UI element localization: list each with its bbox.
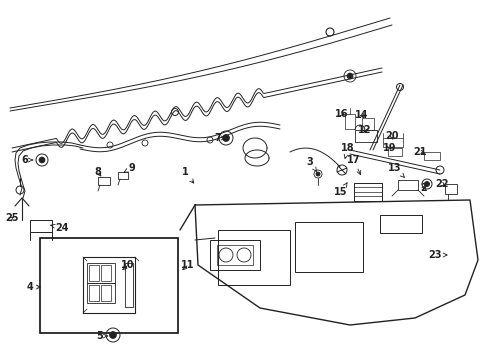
- Bar: [424, 152, 440, 160]
- Text: 3: 3: [307, 157, 317, 171]
- Text: 21: 21: [413, 147, 427, 157]
- Text: 2: 2: [420, 183, 427, 193]
- Bar: [217, 245, 253, 265]
- Circle shape: [222, 135, 229, 141]
- Bar: [345, 114, 355, 129]
- Text: 9: 9: [124, 163, 135, 173]
- Text: 17: 17: [347, 155, 361, 175]
- Bar: [398, 180, 418, 190]
- Text: 23: 23: [428, 250, 447, 260]
- Text: 24: 24: [51, 223, 69, 233]
- Bar: [355, 130, 377, 142]
- Bar: [89, 265, 99, 281]
- Text: 4: 4: [26, 282, 40, 292]
- Text: 6: 6: [22, 155, 33, 165]
- Bar: [98, 177, 110, 185]
- Circle shape: [109, 332, 117, 338]
- Bar: [218, 230, 290, 285]
- Bar: [125, 263, 133, 307]
- Text: 12: 12: [358, 125, 372, 135]
- Bar: [388, 148, 402, 156]
- Text: 20: 20: [385, 131, 399, 141]
- Bar: [295, 222, 363, 272]
- Circle shape: [347, 73, 353, 79]
- Text: 11: 11: [181, 260, 195, 270]
- Circle shape: [424, 181, 430, 186]
- Text: 25: 25: [5, 213, 19, 223]
- Bar: [30, 220, 52, 232]
- Text: 10: 10: [121, 260, 135, 270]
- Bar: [210, 240, 260, 270]
- Text: 15: 15: [334, 183, 348, 197]
- Bar: [118, 172, 128, 179]
- Bar: [89, 285, 99, 301]
- Text: 14: 14: [355, 110, 369, 120]
- Text: 18: 18: [341, 143, 355, 158]
- Text: 13: 13: [388, 163, 404, 177]
- Text: 16: 16: [335, 109, 349, 119]
- Bar: [354, 183, 382, 201]
- Bar: [101, 285, 111, 301]
- Bar: [445, 184, 457, 194]
- Text: 19: 19: [383, 143, 397, 153]
- Bar: [87, 283, 115, 303]
- Text: 8: 8: [95, 167, 101, 177]
- Text: 5: 5: [97, 331, 108, 341]
- Text: 1: 1: [182, 167, 194, 183]
- Bar: [380, 215, 422, 233]
- Text: 22: 22: [435, 179, 449, 189]
- Circle shape: [39, 157, 45, 163]
- Bar: [383, 138, 403, 147]
- Bar: [362, 118, 374, 130]
- Circle shape: [316, 172, 320, 176]
- Bar: [87, 263, 115, 283]
- Bar: [101, 265, 111, 281]
- Text: 7: 7: [215, 133, 225, 143]
- Bar: [40, 238, 178, 333]
